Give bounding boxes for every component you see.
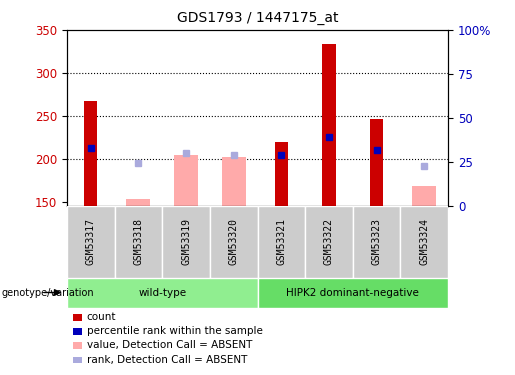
Bar	[210, 206, 258, 278]
Bar	[114, 206, 162, 278]
Text: rank, Detection Call = ABSENT: rank, Detection Call = ABSENT	[87, 355, 247, 364]
Text: value, Detection Call = ABSENT: value, Detection Call = ABSENT	[87, 340, 252, 350]
Text: GSM53317: GSM53317	[86, 218, 96, 266]
Bar	[258, 278, 448, 308]
Bar	[305, 206, 353, 278]
Bar	[353, 206, 401, 278]
Bar	[413, 186, 436, 206]
Bar	[401, 206, 448, 278]
Bar	[84, 100, 97, 206]
Bar	[258, 206, 305, 278]
Text: GSM53324: GSM53324	[419, 218, 429, 266]
Text: GSM53322: GSM53322	[324, 218, 334, 266]
Text: HIPK2 dominant-negative: HIPK2 dominant-negative	[286, 288, 419, 297]
Bar	[174, 154, 198, 206]
Bar	[73, 357, 82, 363]
Text: wild-type: wild-type	[138, 288, 186, 297]
Text: GDS1793 / 1447175_at: GDS1793 / 1447175_at	[177, 11, 338, 25]
Bar	[322, 44, 335, 206]
Bar	[275, 142, 288, 206]
Text: GSM53319: GSM53319	[181, 218, 191, 266]
Text: count: count	[87, 312, 116, 322]
Bar	[127, 200, 150, 206]
Text: percentile rank within the sample: percentile rank within the sample	[87, 326, 263, 336]
Text: GSM53318: GSM53318	[133, 218, 143, 266]
Text: GSM53320: GSM53320	[229, 218, 238, 266]
Bar	[67, 278, 258, 308]
Bar	[67, 206, 115, 278]
Bar	[73, 314, 82, 321]
Bar	[73, 328, 82, 335]
Bar	[162, 206, 210, 278]
Bar	[370, 119, 383, 206]
Bar	[222, 157, 246, 206]
Text: GSM53321: GSM53321	[277, 218, 286, 266]
Text: genotype/variation: genotype/variation	[1, 288, 94, 297]
Text: GSM53323: GSM53323	[372, 218, 382, 266]
Bar	[73, 342, 82, 349]
